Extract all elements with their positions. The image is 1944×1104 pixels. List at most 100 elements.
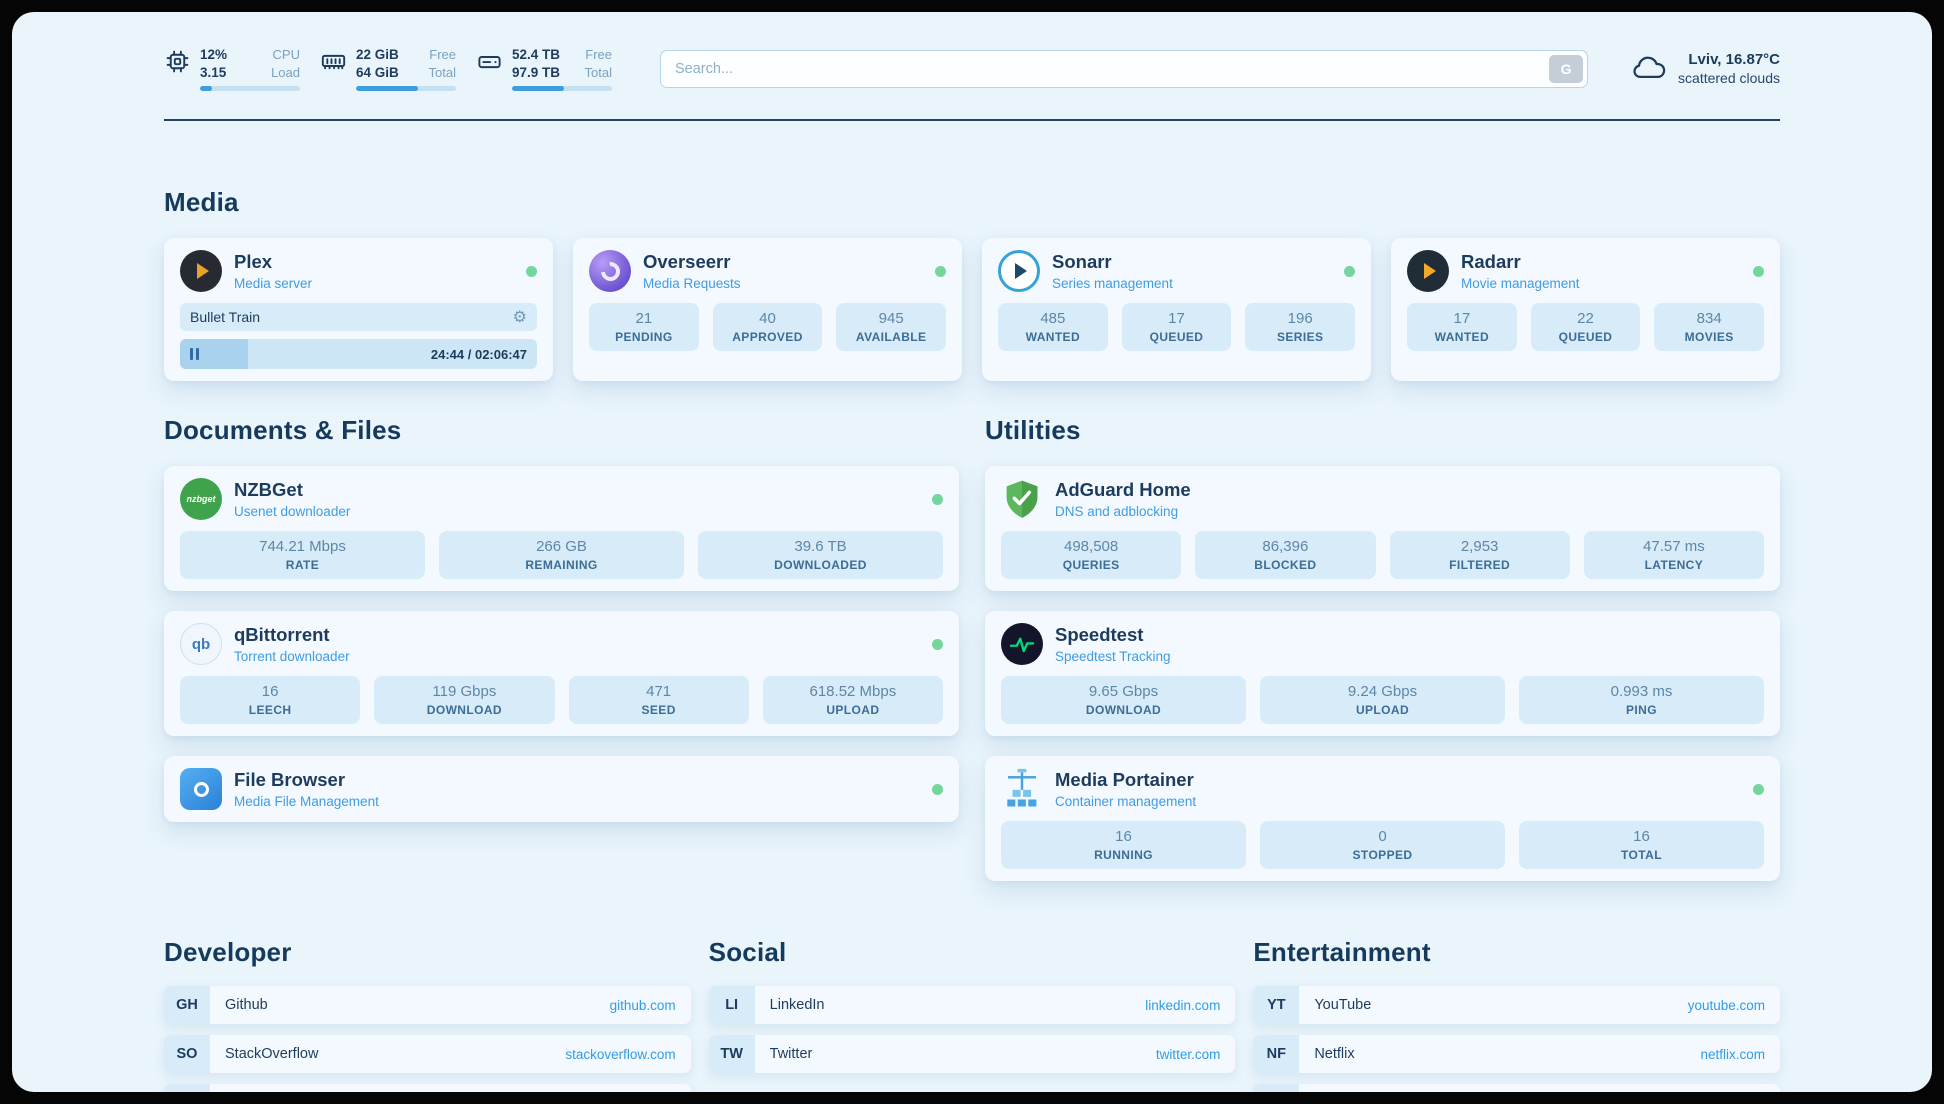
sonarr-card[interactable]: Sonarr Series management 485 WANTED 17 Q… bbox=[982, 238, 1371, 382]
bookmark-stackoverflow[interactable]: SO StackOverflow stackoverflow.com bbox=[164, 1035, 691, 1074]
bookmark-abbr: SO bbox=[164, 1035, 210, 1074]
media-section-title: Media bbox=[164, 187, 239, 218]
app-description: Torrent downloader bbox=[234, 649, 350, 665]
stat-queued: 17 QUEUED bbox=[1121, 303, 1232, 352]
playback-time: 24:44 / 02:06:47 bbox=[430, 346, 527, 362]
playback-progress-bar[interactable]: 24:44 / 02:06:47 bbox=[180, 339, 537, 370]
cpu-monitor: 12% 3.15 CPU Load bbox=[164, 46, 300, 92]
app-name: Media Portainer bbox=[1055, 769, 1194, 791]
stat-leech: 16 LEECH bbox=[180, 676, 361, 725]
adguard-card[interactable]: AdGuard Home DNS and adblocking 498,508 … bbox=[985, 466, 1780, 592]
app-description: Usenet downloader bbox=[234, 504, 351, 520]
cpu-monitor-body: 12% 3.15 CPU Load bbox=[200, 46, 300, 92]
bookmark-netflix[interactable]: NF Netflix netflix.com bbox=[1253, 1035, 1780, 1074]
filebrowser-card[interactable]: File Browser Media File Management bbox=[164, 756, 959, 823]
stat-row: 485 WANTED 17 QUEUED 196 SERIES bbox=[998, 303, 1356, 352]
bookmark-twitter[interactable]: TW Twitter twitter.com bbox=[708, 1035, 1236, 1074]
stat-blocked: 86,396 BLOCKED bbox=[1195, 531, 1376, 580]
speedtest-header: Speedtest Speedtest Tracking bbox=[1001, 623, 1764, 666]
status-dot bbox=[935, 265, 946, 277]
app-description: Series management bbox=[1052, 276, 1173, 292]
qbittorrent-header: qb qBittorrent Torrent downloader bbox=[180, 623, 943, 666]
search-provider-button[interactable]: G bbox=[1549, 54, 1584, 83]
bookmark-url[interactable]: stackoverflow.com bbox=[565, 1046, 676, 1062]
app-name: NZBGet bbox=[234, 479, 303, 501]
bookmark-url[interactable]: github.com bbox=[609, 997, 676, 1013]
stat-total: 16 TOTAL bbox=[1519, 821, 1764, 870]
status-dot bbox=[932, 783, 943, 795]
search-input[interactable] bbox=[660, 49, 1589, 88]
bookmark-url[interactable]: youtube.com bbox=[1687, 997, 1765, 1013]
status-dot bbox=[932, 638, 943, 650]
stat-row: 16 LEECH 119 Gbps DOWNLOAD 471 SEED bbox=[180, 676, 943, 725]
bookmark-abbr: RE bbox=[1253, 1084, 1300, 1092]
app-description: Media server bbox=[234, 276, 313, 292]
stat-stopped: 0 STOPPED bbox=[1260, 821, 1505, 870]
qbittorrent-card[interactable]: qb qBittorrent Torrent downloader 16 LEE… bbox=[164, 611, 959, 737]
radarr-card[interactable]: Radarr Movie management 17 WANTED 22 QUE… bbox=[1391, 238, 1780, 382]
stat-filtered: 2,953 FILTERED bbox=[1389, 531, 1570, 580]
app-name: AdGuard Home bbox=[1055, 479, 1191, 501]
bookmark-name: Netflix bbox=[1314, 1046, 1355, 1063]
now-playing-bar: Bullet Train ⚙ bbox=[180, 303, 537, 332]
bookmark-abbr: YT bbox=[1253, 986, 1300, 1025]
bookmark-abbr: DT bbox=[164, 1084, 210, 1092]
memory-total-value: 64 GiB bbox=[356, 64, 399, 80]
bookmark-linkedin[interactable]: LI LinkedIn linkedin.com bbox=[708, 986, 1236, 1025]
disk-total-value: 97.9 TB bbox=[512, 64, 561, 80]
memory-monitor: 22 GiB 64 GiB Free Total bbox=[320, 46, 456, 92]
developer-section-title: Developer bbox=[164, 937, 292, 968]
bookmark-reddit[interactable]: RE Reddit reddit.com bbox=[1253, 1084, 1780, 1092]
memory-monitor-body: 22 GiB 64 GiB Free Total bbox=[356, 46, 456, 92]
gear-icon[interactable]: ⚙ bbox=[512, 307, 527, 327]
app-description: Speedtest Tracking bbox=[1055, 649, 1171, 665]
app-description: DNS and adblocking bbox=[1055, 504, 1179, 520]
pause-icon[interactable] bbox=[190, 348, 199, 361]
app-name: Radarr bbox=[1461, 251, 1521, 273]
stat-rate: 744.21 Mbps RATE bbox=[180, 531, 425, 580]
stat-approved: 40 APPROVED bbox=[712, 303, 823, 352]
bookmarks-area: Developer GH Github github.com SO StackO… bbox=[164, 937, 1780, 1092]
media-grid: Plex Media server Bullet Train ⚙ 24:44 /… bbox=[164, 238, 1780, 382]
stat-upload: 618.52 Mbps UPLOAD bbox=[762, 676, 943, 725]
filebrowser-header: File Browser Media File Management bbox=[180, 768, 943, 811]
cloud-icon bbox=[1630, 55, 1666, 83]
bookmark-youtube[interactable]: YT YouTube youtube.com bbox=[1253, 986, 1780, 1025]
memory-free-value: 22 GiB bbox=[356, 47, 399, 62]
overseerr-card[interactable]: Overseerr Media Requests 21 PENDING 40 A… bbox=[573, 238, 962, 382]
bookmark-group-social: Social LI LinkedIn linkedin.com TW Twitt… bbox=[708, 937, 1236, 1092]
bookmark-github[interactable]: GH Github github.com bbox=[164, 986, 691, 1025]
bookmark-url[interactable]: netflix.com bbox=[1700, 1046, 1765, 1062]
plex-card[interactable]: Plex Media server Bullet Train ⚙ 24:44 /… bbox=[164, 238, 553, 382]
cpu-usage-value: 12% bbox=[200, 47, 228, 62]
weather-condition: scattered clouds bbox=[1678, 70, 1780, 87]
app-name: qBittorrent bbox=[234, 624, 330, 646]
stat-download: 119 Gbps DOWNLOAD bbox=[374, 676, 555, 725]
plex-icon bbox=[180, 250, 222, 293]
qbittorrent-icon: qb bbox=[180, 623, 222, 666]
radarr-icon bbox=[1407, 250, 1449, 293]
cpu-load-label: Load bbox=[271, 64, 300, 80]
disk-free-value: 52.4 TB bbox=[512, 47, 561, 62]
plex-header: Plex Media server bbox=[180, 250, 537, 293]
portainer-card[interactable]: Media Portainer Container management 16 … bbox=[985, 756, 1780, 882]
stat-row: 744.21 Mbps RATE 266 GB REMAINING 39.6 T… bbox=[180, 531, 943, 580]
status-dot bbox=[1753, 783, 1764, 795]
disk-progress-bar bbox=[512, 86, 612, 92]
weather-widget[interactable]: Lviv, 16.87°C scattered clouds bbox=[1630, 51, 1780, 86]
bookmark-url[interactable]: twitter.com bbox=[1155, 1046, 1221, 1062]
stat-row: 498,508 QUERIES 86,396 BLOCKED 2,953 FIL… bbox=[1001, 531, 1764, 580]
overseerr-icon bbox=[589, 250, 631, 293]
dashboard-content: 12% 3.15 CPU Load bbox=[164, 12, 1780, 1092]
bookmark-url[interactable]: linkedin.com bbox=[1145, 997, 1221, 1013]
stat-wanted: 485 WANTED bbox=[998, 303, 1108, 352]
documents-section-title: Documents & Files bbox=[164, 415, 402, 446]
search-bar: G bbox=[660, 49, 1589, 88]
section-media: Media Plex Media server Bullet Train ⚙ bbox=[164, 187, 1780, 382]
overseerr-header: Overseerr Media Requests bbox=[589, 250, 946, 293]
nzbget-card[interactable]: nzbget NZBGet Usenet downloader 744.21 M… bbox=[164, 466, 959, 592]
speedtest-card[interactable]: Speedtest Speedtest Tracking 9.65 Gbps D… bbox=[985, 611, 1780, 737]
bookmark-abbr: TW bbox=[708, 1035, 755, 1074]
weather-text: Lviv, 16.87°C scattered clouds bbox=[1678, 51, 1780, 86]
bookmark-dev[interactable]: DT DEV dev.to bbox=[164, 1084, 691, 1092]
